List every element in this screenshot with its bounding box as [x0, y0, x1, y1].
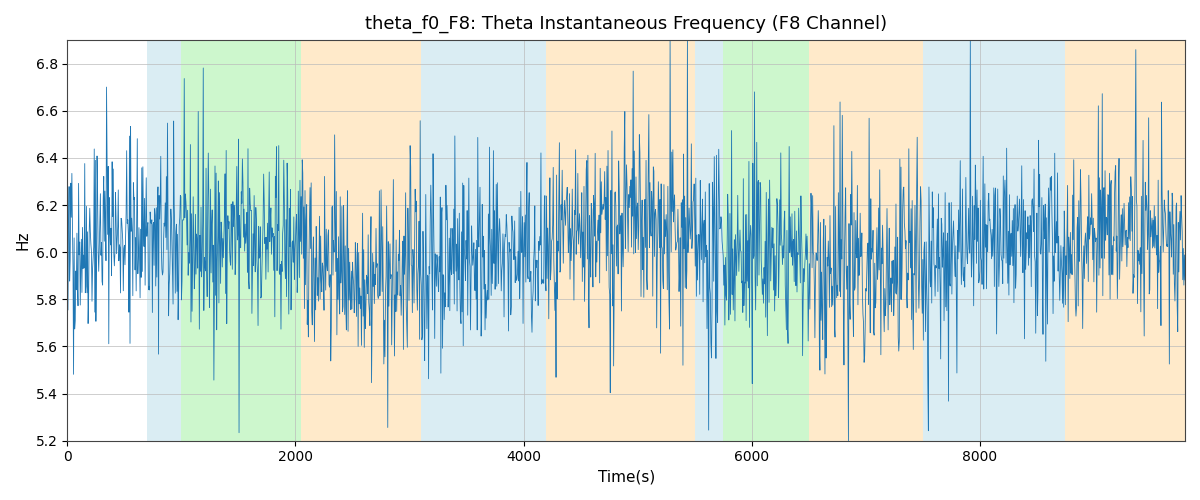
Bar: [546, 40, 695, 440]
Bar: [421, 40, 546, 440]
Bar: [724, 40, 809, 440]
Bar: [181, 40, 301, 440]
Bar: [148, 40, 181, 440]
Title: theta_f0_F8: Theta Instantaneous Frequency (F8 Channel): theta_f0_F8: Theta Instantaneous Frequen…: [365, 15, 887, 34]
Bar: [809, 40, 923, 440]
Bar: [1066, 40, 1186, 440]
Y-axis label: Hz: Hz: [16, 230, 30, 250]
Bar: [301, 40, 421, 440]
Bar: [923, 40, 1066, 440]
X-axis label: Time(s): Time(s): [598, 470, 655, 485]
Bar: [695, 40, 724, 440]
